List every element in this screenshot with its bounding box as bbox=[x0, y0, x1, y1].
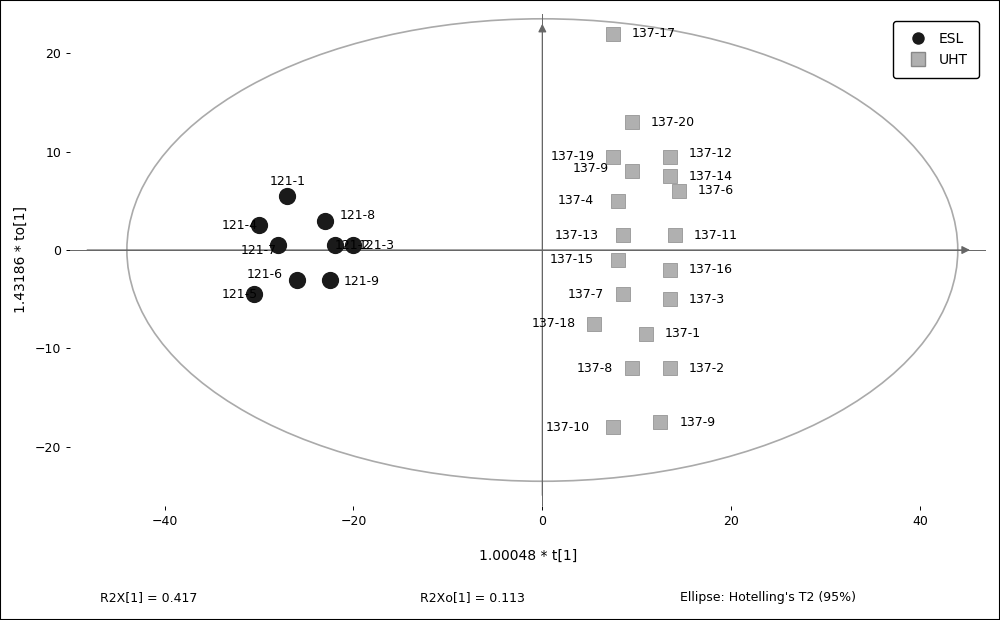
Text: 137-16: 137-16 bbox=[689, 264, 733, 276]
Point bbox=[662, 294, 678, 304]
Text: 137-15: 137-15 bbox=[550, 254, 594, 267]
Legend: ESL, UHT: ESL, UHT bbox=[893, 21, 979, 78]
Text: 137-13: 137-13 bbox=[555, 229, 599, 242]
Point bbox=[605, 152, 621, 162]
Text: 137-18: 137-18 bbox=[531, 317, 575, 330]
Point bbox=[322, 275, 338, 285]
Point bbox=[270, 240, 286, 250]
Point bbox=[662, 171, 678, 181]
Point bbox=[671, 186, 687, 196]
X-axis label: 1.00048 * t[1]: 1.00048 * t[1] bbox=[479, 549, 577, 563]
Text: 121-4: 121-4 bbox=[221, 219, 257, 232]
Text: 137-12: 137-12 bbox=[689, 147, 733, 160]
Point bbox=[289, 275, 305, 285]
Text: 137-9: 137-9 bbox=[572, 162, 608, 175]
Text: R2X[1] = 0.417: R2X[1] = 0.417 bbox=[100, 591, 197, 604]
Text: 121-3: 121-3 bbox=[358, 239, 394, 252]
Text: 121-9: 121-9 bbox=[344, 275, 380, 288]
Text: Ellipse: Hotelling's T2 (95%): Ellipse: Hotelling's T2 (95%) bbox=[680, 591, 856, 604]
Point bbox=[251, 221, 267, 231]
Point bbox=[624, 117, 640, 127]
Point bbox=[624, 363, 640, 373]
Point bbox=[279, 191, 295, 201]
Point bbox=[246, 290, 262, 299]
Text: 137-4: 137-4 bbox=[558, 194, 594, 207]
Text: 121-8: 121-8 bbox=[339, 209, 375, 222]
Y-axis label: 1.43186 * to[1]: 1.43186 * to[1] bbox=[14, 206, 28, 313]
Point bbox=[327, 240, 343, 250]
Point bbox=[638, 329, 654, 339]
Text: 137-8: 137-8 bbox=[577, 361, 613, 374]
Text: 137-19: 137-19 bbox=[550, 150, 594, 163]
Text: 137-7: 137-7 bbox=[567, 288, 604, 301]
Point bbox=[652, 417, 668, 427]
Text: 137-14: 137-14 bbox=[689, 170, 733, 183]
Text: 137-17: 137-17 bbox=[632, 27, 676, 40]
Text: 137-3: 137-3 bbox=[689, 293, 725, 306]
Point bbox=[667, 230, 683, 240]
Text: 121-1: 121-1 bbox=[269, 175, 305, 188]
Text: 121-6: 121-6 bbox=[247, 268, 283, 281]
Text: 121-2: 121-2 bbox=[335, 239, 371, 252]
Point bbox=[317, 216, 333, 226]
Text: 137-9: 137-9 bbox=[679, 416, 715, 428]
Point bbox=[662, 363, 678, 373]
Point bbox=[615, 290, 631, 299]
Point bbox=[662, 152, 678, 162]
Text: 121-5: 121-5 bbox=[221, 288, 257, 301]
Point bbox=[605, 29, 621, 38]
Text: 137-2: 137-2 bbox=[689, 361, 725, 374]
Point bbox=[586, 319, 602, 329]
Point bbox=[624, 166, 640, 176]
Text: 137-10: 137-10 bbox=[545, 420, 590, 433]
Text: 137-6: 137-6 bbox=[698, 185, 734, 198]
Point bbox=[662, 265, 678, 275]
Point bbox=[615, 230, 631, 240]
Text: 137-20: 137-20 bbox=[651, 115, 695, 128]
Point bbox=[610, 255, 626, 265]
Text: 137-1: 137-1 bbox=[665, 327, 701, 340]
Text: 121-7: 121-7 bbox=[240, 244, 276, 257]
Point bbox=[345, 240, 361, 250]
Text: 137-11: 137-11 bbox=[693, 229, 737, 242]
Point bbox=[605, 422, 621, 432]
Point bbox=[610, 196, 626, 206]
Text: R2Xo[1] = 0.113: R2Xo[1] = 0.113 bbox=[420, 591, 525, 604]
